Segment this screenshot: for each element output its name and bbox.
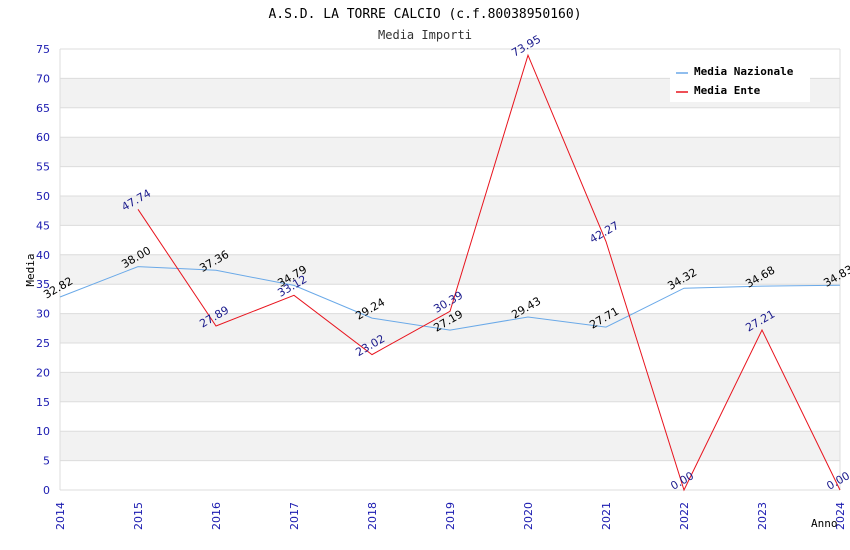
plot-band bbox=[60, 284, 840, 314]
plot-band bbox=[60, 225, 840, 255]
y-tick-label: 75 bbox=[36, 43, 50, 56]
plot-band bbox=[60, 313, 840, 343]
plot-band bbox=[60, 460, 840, 490]
legend: Media Nazionale Media Ente bbox=[670, 60, 810, 102]
legend-box bbox=[670, 60, 810, 102]
x-tick-label: 2016 bbox=[210, 502, 223, 530]
y-tick-label: 15 bbox=[36, 396, 50, 409]
y-tick-label: 60 bbox=[36, 131, 50, 144]
y-tick-label: 65 bbox=[36, 102, 50, 115]
y-tick-label: 55 bbox=[36, 161, 50, 174]
x-tick-label: 2019 bbox=[444, 502, 457, 530]
plot-band bbox=[60, 107, 840, 138]
plot-band bbox=[60, 343, 840, 373]
x-tick-label: 2021 bbox=[600, 502, 613, 530]
x-tick-label: 2023 bbox=[756, 502, 769, 530]
y-tick-label: 25 bbox=[36, 337, 50, 350]
y-axis-ticks: 0 5 10 15 20 25 30 35 40 45 50 55 60 65 70 75 bbox=[36, 43, 50, 497]
x-tick-label: 2024 bbox=[834, 502, 847, 530]
grid-lines bbox=[59, 48, 841, 491]
plot-band bbox=[60, 431, 840, 461]
y-axis-title: Media bbox=[24, 253, 37, 286]
y-tick-label: 30 bbox=[36, 308, 50, 321]
x-axis-ticks: 2014 2015 2016 2017 2018 2019 2020 2021 2022 2023… bbox=[54, 502, 847, 530]
x-axis-title: Anno bbox=[811, 517, 838, 530]
y-tick-label: 70 bbox=[36, 72, 50, 85]
y-tick-label: 50 bbox=[36, 190, 50, 203]
series-lines bbox=[59, 53, 841, 492]
y-tick-label: 45 bbox=[36, 219, 50, 232]
y-tick-label: 0 bbox=[43, 484, 50, 497]
x-tick-label: 2015 bbox=[132, 502, 145, 530]
series-line-1 bbox=[137, 53, 841, 492]
legend-label-ente: Media Ente bbox=[694, 84, 761, 97]
x-tick-label: 2018 bbox=[366, 502, 379, 530]
x-tick-label: 2022 bbox=[678, 502, 691, 530]
y-tick-label: 20 bbox=[36, 366, 50, 379]
x-tick-label: 2017 bbox=[288, 502, 301, 530]
plot-band bbox=[60, 254, 840, 285]
plot-band bbox=[60, 401, 840, 432]
plot-band bbox=[60, 166, 840, 196]
x-tick-label: 2020 bbox=[522, 502, 535, 530]
y-tick-label: 10 bbox=[36, 425, 50, 438]
legend-label-nazionale: Media Nazionale bbox=[694, 65, 794, 78]
chart-title: A.S.D. LA TORRE CALCIO (c.f.80038950160) bbox=[268, 7, 581, 22]
plot-background bbox=[60, 49, 840, 490]
x-tick-label: 2014 bbox=[54, 502, 67, 530]
plot-band bbox=[60, 372, 840, 402]
chart-subtitle: Media Importi bbox=[378, 28, 472, 42]
plot-band bbox=[60, 196, 840, 226]
series-line-0 bbox=[59, 266, 841, 331]
y-tick-label: 35 bbox=[36, 278, 50, 291]
plot-band bbox=[60, 137, 840, 167]
y-tick-label: 40 bbox=[36, 249, 50, 262]
y-tick-label: 5 bbox=[43, 455, 50, 468]
